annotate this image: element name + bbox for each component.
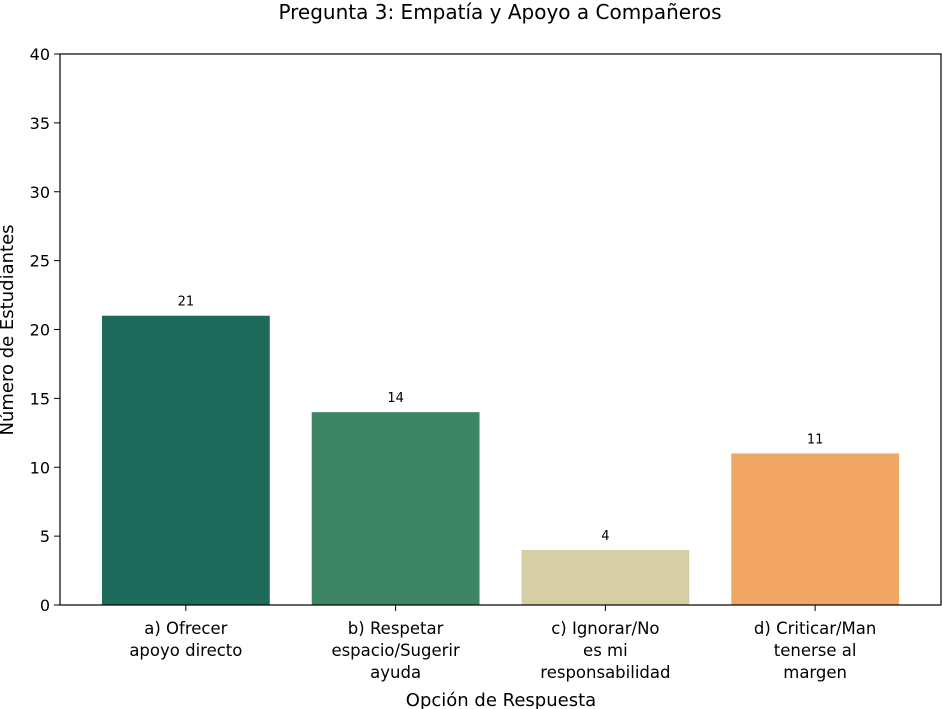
bar	[311, 412, 480, 605]
y-tick-label: 15	[30, 389, 50, 408]
x-category-label: margen	[783, 663, 847, 682]
x-category-label: responsabilidad	[540, 663, 670, 682]
chart-title: Pregunta 3: Empatía y Apoyo a Compañeros	[278, 0, 721, 24]
bar	[521, 549, 690, 605]
x-category-label: espacio/Sugerir	[331, 641, 460, 660]
y-tick-label: 20	[30, 321, 50, 340]
y-tick-label: 25	[30, 252, 50, 271]
y-tick-label: 10	[30, 458, 50, 477]
bar	[731, 453, 900, 605]
y-axis-label: Número de Estudiantes	[0, 224, 18, 435]
bar-value-label: 14	[387, 391, 404, 406]
x-category-label: tenerse al	[774, 641, 857, 660]
y-tick-label: 30	[30, 183, 50, 202]
x-category-label: a) Ofrecer	[144, 619, 227, 638]
x-category-label: ayuda	[370, 663, 421, 682]
x-category-label: d) Criticar/Man	[754, 619, 876, 638]
y-tick-label: 5	[40, 527, 50, 546]
plot-area-frame	[59, 53, 942, 606]
bar-value-label: 21	[178, 295, 195, 310]
y-tick-label: 40	[30, 45, 50, 64]
x-axis-label: Opción de Respuesta	[406, 690, 596, 709]
labels-group: 21 a) Ofrecer apoyo directo 14 b) Respetar es…	[129, 295, 876, 682]
y-tick-label: 0	[40, 596, 50, 615]
bar-value-label: 4	[601, 529, 609, 544]
x-category-label: b) Respetar	[348, 619, 444, 638]
x-category-label: apoyo directo	[129, 641, 242, 660]
x-category-label: es mi	[583, 641, 628, 660]
y-tick-label: 35	[30, 114, 50, 133]
bars-group	[101, 315, 900, 605]
bar-value-label: 11	[807, 432, 824, 447]
x-category-label: c) Ignorar/No	[551, 619, 659, 638]
y-ticks-group: 0 5 10 15 20 25 30 35 40	[30, 45, 816, 615]
bar	[101, 315, 270, 605]
